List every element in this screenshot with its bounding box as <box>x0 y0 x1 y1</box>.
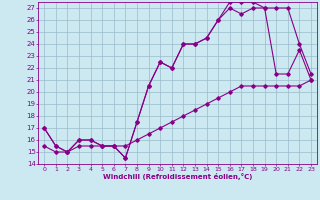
X-axis label: Windchill (Refroidissement éolien,°C): Windchill (Refroidissement éolien,°C) <box>103 173 252 180</box>
